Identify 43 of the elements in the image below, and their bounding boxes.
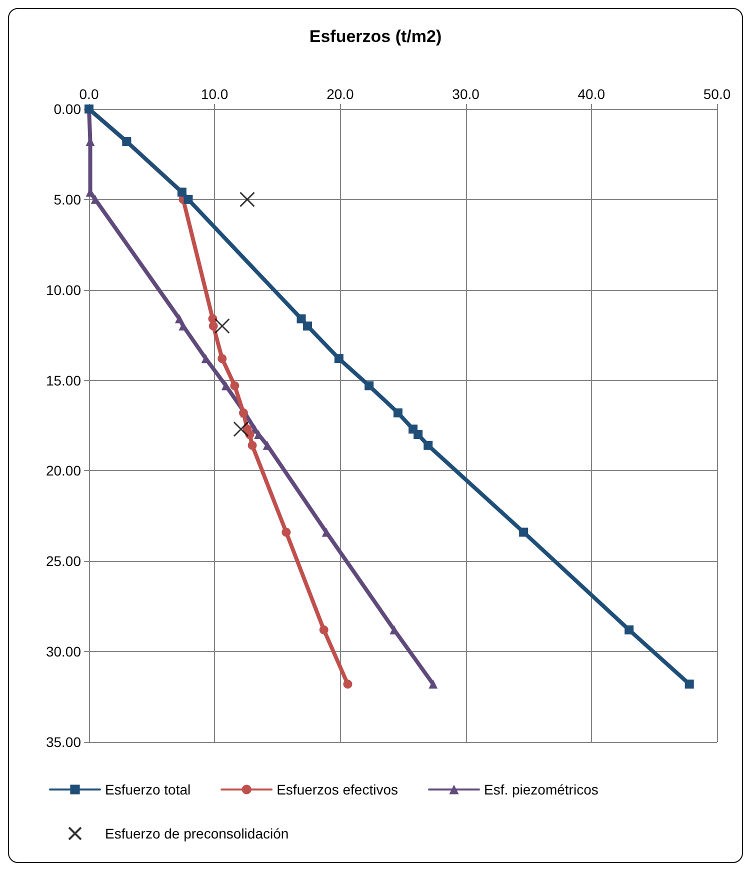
point <box>334 354 344 364</box>
point <box>184 194 193 204</box>
point <box>208 322 218 331</box>
point <box>303 322 312 331</box>
point <box>296 314 306 324</box>
point <box>248 440 257 450</box>
point <box>684 680 694 689</box>
point <box>319 625 328 634</box>
point <box>393 408 402 418</box>
y-tick-label: 30.00 <box>46 644 82 660</box>
point <box>424 440 433 450</box>
x-tick-label: 50.0 <box>703 86 731 102</box>
legend-label: Esfuerzos efectivos <box>276 782 398 798</box>
point <box>233 421 249 437</box>
x-tick-label: 40.0 <box>578 86 606 102</box>
y-tick-label: 15.00 <box>46 372 82 388</box>
legend-label: Esfuerzo de preconsolidación <box>105 826 289 842</box>
x-tick-label: 0.0 <box>79 86 99 102</box>
legend-label: Esfuerzo total <box>105 782 191 798</box>
point <box>414 430 423 440</box>
point <box>282 528 291 537</box>
point <box>343 680 352 689</box>
x-tick-label: 20.0 <box>326 86 354 102</box>
chart-title: Esfuerzos (t/m2) <box>309 27 442 46</box>
point <box>240 192 256 208</box>
y-tick-label: 25.00 <box>46 553 82 570</box>
point <box>364 381 374 390</box>
point <box>245 430 254 440</box>
y-tick-label: 20.00 <box>46 462 82 479</box>
point <box>624 625 634 634</box>
legend-label: Esf. piezométricos <box>484 782 598 798</box>
point <box>174 314 184 324</box>
x-tick-label: 30.0 <box>452 86 480 102</box>
y-tick-label: 0.00 <box>54 101 82 117</box>
y-tick-label: 35.00 <box>46 734 82 750</box>
y-tick-label: 10.00 <box>46 282 82 298</box>
y-tick-label: 5.00 <box>54 191 82 208</box>
point <box>230 381 240 390</box>
point <box>428 680 438 689</box>
x-tick-label: 10.0 <box>200 86 228 102</box>
point <box>218 354 227 364</box>
point <box>214 318 230 334</box>
point <box>519 528 528 537</box>
